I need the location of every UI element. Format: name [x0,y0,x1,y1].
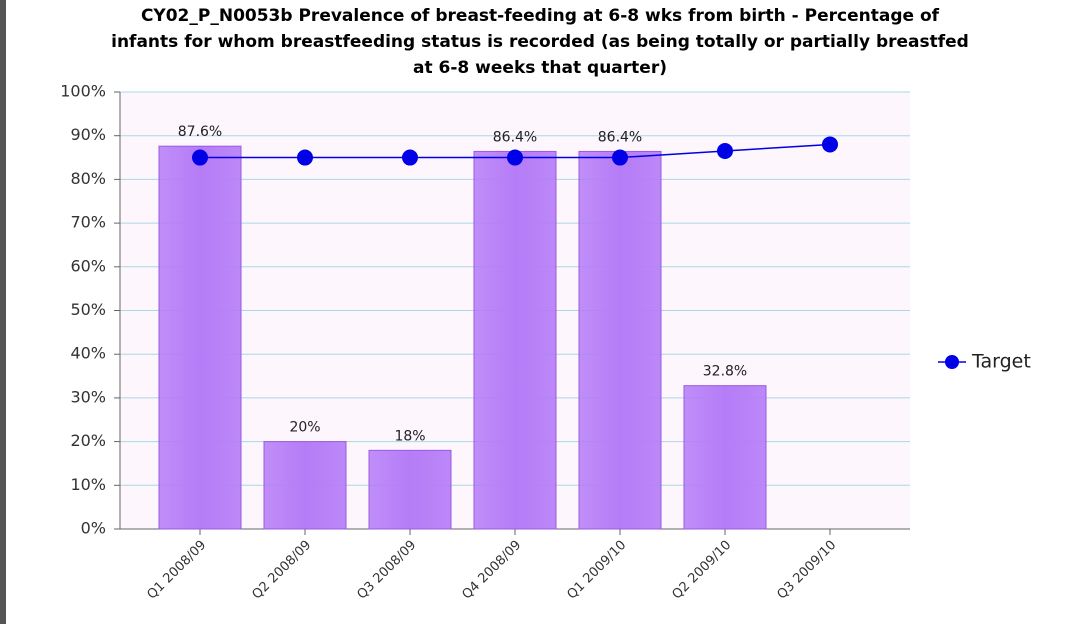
marker [507,149,523,166]
chart-title: at 6-8 weeks that quarter) [413,58,667,78]
x-tick-label: Q2 2008/09 [249,538,314,603]
y-tick-label: 90% [70,125,106,144]
y-tick-label: 40% [70,344,106,363]
x-tick-label: Q1 2008/09 [144,538,209,603]
y-tick-label: 70% [70,213,106,232]
marker [612,149,628,166]
y-tick-label: 100% [60,82,106,101]
value-label: 32.8% [703,364,747,380]
value-label: 86.4% [493,129,537,145]
y-tick-label: 80% [70,169,106,188]
y-tick-label: 60% [70,256,106,275]
y-tick-label: 50% [70,300,106,319]
bar [578,150,662,530]
y-tick-label: 0% [81,519,106,538]
x-tick-label: Q3 2009/10 [774,538,839,603]
bar [368,449,452,530]
bar [473,150,557,530]
legend-marker [945,355,959,369]
marker [822,136,838,153]
marker [192,149,208,166]
x-tick-label: Q4 2008/09 [459,538,524,603]
marker [717,142,733,159]
value-label: 86.4% [598,129,642,145]
chart-title: CY02_P_N0053b Prevalence of breast-feedi… [141,6,940,26]
x-tick-label: Q1 2009/10 [564,538,629,603]
y-tick-label: 30% [70,387,106,406]
x-tick-label: Q2 2009/10 [669,538,734,603]
bar [683,385,767,530]
value-label: 18% [394,428,425,444]
y-tick-label: 10% [70,475,106,494]
marker [297,149,313,166]
value-label: 87.6% [178,124,222,140]
y-tick-label: 20% [70,431,106,450]
marker [402,149,418,166]
chart-title: infants for whom breastfeeding status is… [111,32,969,52]
frame-edge [0,0,6,624]
bar [158,145,242,530]
value-label: 20% [289,420,320,436]
legend-label: Target [971,351,1031,373]
x-tick-label: Q3 2008/09 [354,538,419,603]
bar [263,441,347,530]
